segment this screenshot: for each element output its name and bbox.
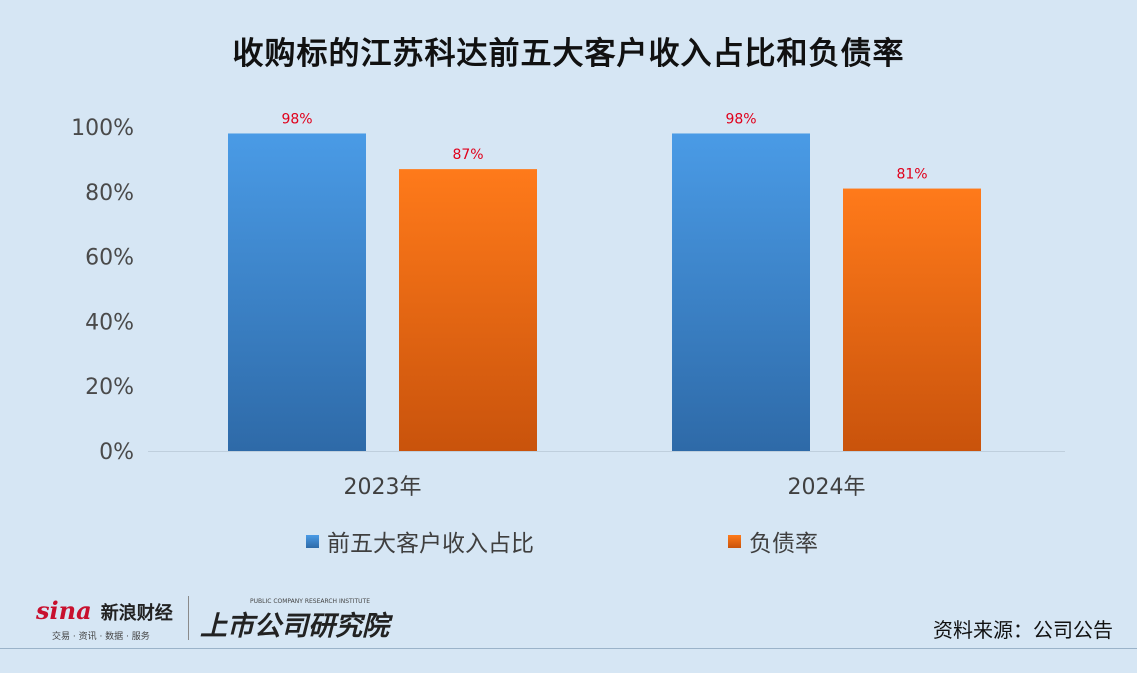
x-tick-label: 2023年 — [344, 475, 422, 500]
institute-english-name: PUBLIC COMPANY RESEARCH INSTITUTE — [250, 598, 370, 605]
bar-top5-customer-share-1 — [228, 133, 366, 452]
institute-chinese-name: 上市公司研究院 — [200, 611, 389, 642]
bars: 98% 87% 98% 81% — [228, 111, 981, 452]
sina-finance-logo: sina 新浪财经 交易 · 资讯 · 数据 · 服务 — [36, 596, 173, 642]
bar-debt-ratio-2 — [843, 188, 981, 451]
legend-item-series-1: 前五大客户收入占比 — [306, 524, 534, 558]
data-source: 资料来源：公司公告 — [933, 618, 1113, 642]
legend-item-series-2: 负债率 — [728, 524, 818, 558]
legend-label-series-1: 前五大客户收入占比 — [327, 531, 534, 557]
legend: 前五大客户收入占比 负债率 — [0, 524, 1137, 558]
y-tick-label: 20% — [85, 375, 134, 400]
x-tick-label: 2024年 — [788, 475, 866, 500]
legend-swatch-series-2 — [728, 534, 741, 548]
sina-logo-name: 新浪财经 — [100, 603, 173, 624]
data-label: 81% — [896, 167, 927, 183]
footer: sina 新浪财经 交易 · 资讯 · 数据 · 服务 PUBLIC COMPA… — [0, 588, 1137, 648]
data-label: 87% — [452, 147, 483, 163]
x-axis: 2023年 2024年 — [148, 451, 1065, 500]
footer-divider — [188, 596, 189, 640]
y-tick-label: 40% — [85, 310, 134, 335]
bottom-rule — [0, 648, 1137, 649]
data-label: 98% — [725, 111, 756, 127]
sina-logo-mark: sina — [36, 596, 92, 625]
chart-title: 收购标的江苏科达前五大客户收入占比和负债率 — [232, 36, 905, 72]
bar-chart: 0%20%40%60%80%100% 98%87%98%81% 2023年 202… — [71, 111, 1065, 500]
y-tick-label: 100% — [71, 116, 134, 141]
y-tick-label: 0% — [99, 440, 134, 465]
y-tick-label: 80% — [85, 181, 134, 206]
bar-debt-ratio-1 — [399, 169, 537, 451]
legend-label-series-2: 负债率 — [749, 531, 818, 557]
data-label: 98% — [281, 111, 312, 127]
legend-swatch-series-1 — [306, 534, 319, 548]
y-tick-label: 60% — [85, 246, 134, 271]
bar-top5-customer-share-2 — [672, 133, 810, 452]
sina-logo-tagline: 交易 · 资讯 · 数据 · 服务 — [52, 632, 150, 642]
y-axis: 0% 20% 40% 60% 80% 100% — [71, 116, 134, 465]
